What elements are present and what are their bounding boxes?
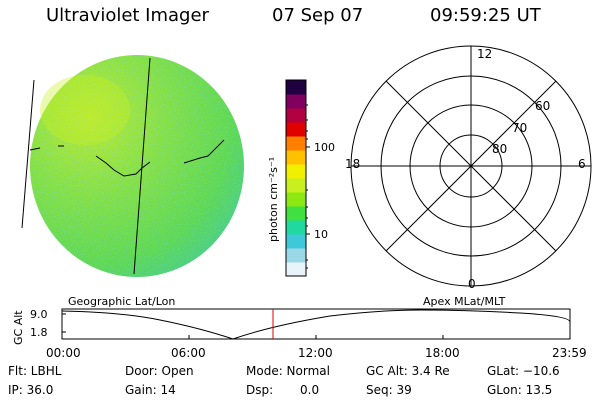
info-ip: IP: 36.0 bbox=[8, 383, 53, 397]
colorbar-minor-ticks bbox=[306, 104, 308, 269]
mlt-label-6: 6 bbox=[578, 157, 586, 171]
colorbar-segment bbox=[286, 192, 306, 207]
orbit-ytick-1-8: 1.8 bbox=[30, 326, 48, 339]
info-panel: Flt: LBHL IP: 36.0 Door: Open Gain: 14 M… bbox=[8, 364, 560, 397]
info-glon: GLon: 13.5 bbox=[487, 383, 552, 397]
colorbar-segment bbox=[286, 80, 306, 95]
colorbar-segment bbox=[286, 108, 306, 123]
colorbar-segment bbox=[286, 262, 306, 277]
info-seq: Seq: 39 bbox=[366, 383, 412, 397]
orbit-caption-right: Apex MLat/MLT bbox=[423, 295, 506, 308]
orbit-xtick-0: 00:00 bbox=[46, 346, 81, 360]
lat-label-60: 60 bbox=[535, 99, 550, 113]
info-door: Door: Open bbox=[125, 364, 194, 378]
lat-label-70: 70 bbox=[512, 121, 527, 135]
mlt-label-0: 0 bbox=[468, 277, 476, 291]
info-dsp: Dsp: bbox=[246, 383, 273, 397]
orbit-xtick-2: 12:00 bbox=[298, 346, 333, 360]
colorbar-segment bbox=[286, 150, 306, 165]
image-time: 09:59:25 UT bbox=[430, 5, 541, 26]
info-dsp-value: 0.0 bbox=[300, 383, 319, 397]
mlt-label-18: 18 bbox=[345, 157, 360, 171]
lat-label-80: 80 bbox=[492, 142, 507, 156]
info-glat: GLat: −10.6 bbox=[487, 364, 560, 378]
colorbar bbox=[286, 80, 306, 277]
colorbar-segment bbox=[286, 164, 306, 179]
earth-disk-image bbox=[30, 55, 244, 277]
info-gain: Gain: 14 bbox=[125, 383, 176, 397]
image-date: 07 Sep 07 bbox=[272, 5, 364, 26]
colorbar-segment bbox=[286, 136, 306, 151]
info-mode: Mode: Normal bbox=[246, 364, 330, 378]
colorbar-segment bbox=[286, 122, 306, 137]
geo-grid-lines bbox=[21, 57, 225, 275]
orbit-x-ticks bbox=[61, 313, 571, 339]
orbit-caption-left: Geographic Lat/Lon bbox=[68, 295, 175, 308]
image-title: Ultraviolet Imager bbox=[46, 5, 209, 26]
colorbar-segment bbox=[286, 178, 306, 193]
mlt-label-12: 12 bbox=[477, 47, 492, 61]
orbit-xtick-4: 23:59 bbox=[552, 346, 587, 360]
colorbar-frame bbox=[285, 79, 307, 277]
colorbar-unit-label: photon cm⁻²s⁻¹ bbox=[267, 157, 280, 242]
polar-grid bbox=[350, 45, 592, 287]
orbit-altitude-curve bbox=[61, 309, 571, 340]
orbit-ylabel: GC Alt bbox=[12, 310, 25, 345]
colorbar-segment bbox=[286, 220, 306, 235]
info-filter: Flt: LBHL bbox=[8, 364, 62, 378]
colorbar-segment bbox=[286, 94, 306, 109]
colorbar-segment bbox=[286, 206, 306, 221]
info-gc-alt: GC Alt: 3.4 Re bbox=[366, 364, 450, 378]
colorbar-segment bbox=[286, 234, 306, 249]
orbit-xtick-1: 06:00 bbox=[171, 346, 206, 360]
colorbar-tick-label-10: 10 bbox=[314, 228, 328, 241]
orbit-ytick-9: 9.0 bbox=[30, 308, 48, 321]
orbit-plot-frame bbox=[61, 308, 571, 340]
colorbar-segment bbox=[286, 248, 306, 263]
colorbar-tick-label-100: 100 bbox=[314, 141, 335, 154]
orbit-xtick-3: 18:00 bbox=[425, 346, 460, 360]
